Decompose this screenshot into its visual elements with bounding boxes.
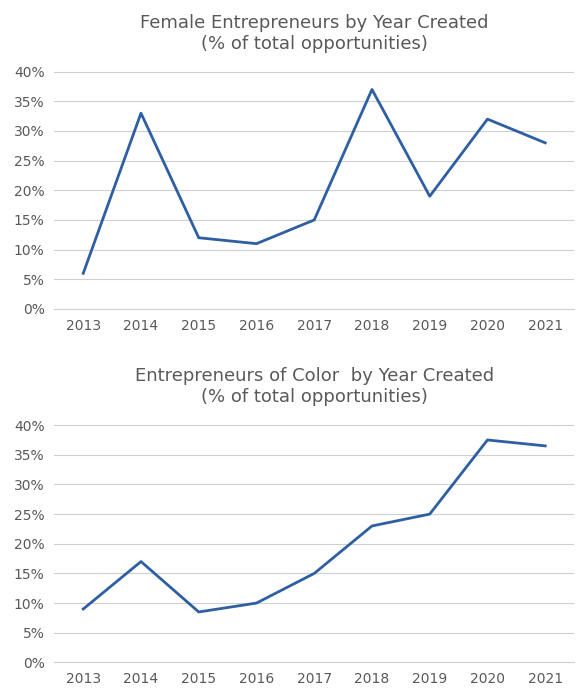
- Title: Entrepreneurs of Color  by Year Created
(% of total opportunities): Entrepreneurs of Color by Year Created (…: [135, 368, 494, 406]
- Title: Female Entrepreneurs by Year Created
(% of total opportunities): Female Entrepreneurs by Year Created (% …: [140, 14, 489, 52]
